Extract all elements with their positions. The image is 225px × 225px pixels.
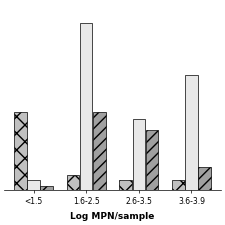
Bar bbox=[93, 112, 106, 190]
Bar bbox=[172, 180, 185, 190]
X-axis label: Log MPN/sample: Log MPN/sample bbox=[70, 212, 155, 221]
Bar bbox=[67, 175, 79, 190]
Bar bbox=[133, 119, 145, 190]
Bar bbox=[146, 130, 158, 190]
Bar bbox=[14, 112, 27, 190]
Bar bbox=[40, 186, 53, 190]
Bar bbox=[27, 180, 40, 190]
Bar bbox=[185, 75, 198, 190]
Bar bbox=[198, 167, 211, 190]
Bar bbox=[80, 23, 92, 190]
Bar bbox=[119, 180, 132, 190]
